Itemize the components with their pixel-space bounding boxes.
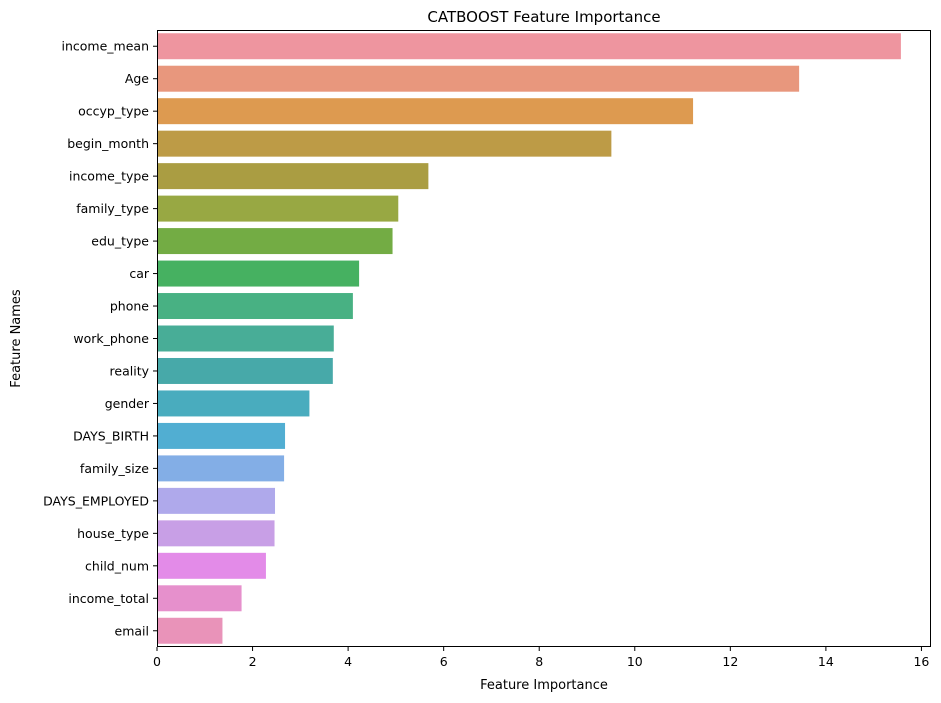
- x-tick-label: 12: [722, 654, 738, 669]
- x-tick-label: 10: [627, 654, 643, 669]
- bar-family-size: [157, 455, 285, 482]
- y-tick-label: car: [129, 266, 150, 281]
- bar-income-total: [157, 585, 242, 612]
- bar-phone: [157, 293, 353, 320]
- bar-child-num: [157, 552, 266, 579]
- y-tick-label: work_phone: [73, 331, 149, 346]
- y-tick-label: income_total: [68, 591, 149, 606]
- y-tick-label: gender: [105, 396, 150, 411]
- bar-reality: [157, 357, 333, 384]
- bar-car: [157, 260, 360, 287]
- bar-income-mean: [157, 33, 901, 60]
- y-tick-label: Age: [125, 71, 149, 86]
- bar-house-type: [157, 520, 275, 547]
- y-tick-label: family_size: [80, 461, 149, 476]
- y-tick-label: income_type: [69, 169, 149, 184]
- bar-email: [157, 617, 223, 644]
- bar-days-employed: [157, 487, 276, 514]
- y-tick-label: family_type: [76, 201, 149, 216]
- bar-gender: [157, 390, 310, 417]
- chart-title: CATBOOST Feature Importance: [427, 8, 660, 26]
- y-axis-label: Feature Names: [9, 289, 24, 388]
- bar-occyp-type: [157, 98, 694, 125]
- y-tick-label: income_mean: [62, 39, 149, 54]
- x-tick-label: 2: [249, 654, 257, 669]
- y-tick-label: occyp_type: [78, 104, 149, 119]
- x-tick-label: 14: [818, 654, 834, 669]
- y-tick-label: email: [115, 623, 149, 638]
- y-tick-label: edu_type: [91, 234, 149, 249]
- y-tick-label: begin_month: [67, 136, 149, 151]
- x-tick-label: 16: [913, 654, 929, 669]
- y-tick-label: child_num: [85, 558, 149, 573]
- bar-family-type: [157, 195, 399, 222]
- x-tick-label: 6: [440, 654, 448, 669]
- y-tick-label: phone: [110, 299, 149, 314]
- x-tick-label: 0: [153, 654, 161, 669]
- y-axis: income_mean Age occyp_type begin_monthincom…: [43, 39, 157, 638]
- bar-income-type: [157, 163, 429, 190]
- bar-work-phone: [157, 325, 334, 352]
- x-tick-label: 4: [344, 654, 352, 669]
- x-tick-label: 8: [535, 654, 543, 669]
- bar-edu-type: [157, 228, 393, 255]
- bars-group: [157, 33, 901, 644]
- x-axis-label: Feature Importance: [480, 678, 608, 693]
- y-tick-label: reality: [110, 363, 150, 378]
- plot-frame: [157, 30, 931, 647]
- y-tick-label: house_type: [77, 526, 149, 541]
- bar-days-birth: [157, 422, 286, 449]
- y-tick-label: DAYS_BIRTH: [73, 428, 149, 443]
- bar-begin-month: [157, 130, 612, 157]
- bar-age: [157, 65, 800, 92]
- y-tick-label: DAYS_EMPLOYED: [43, 493, 149, 508]
- x-axis: 0 2 4 6 8 10 12 14 16: [153, 647, 929, 669]
